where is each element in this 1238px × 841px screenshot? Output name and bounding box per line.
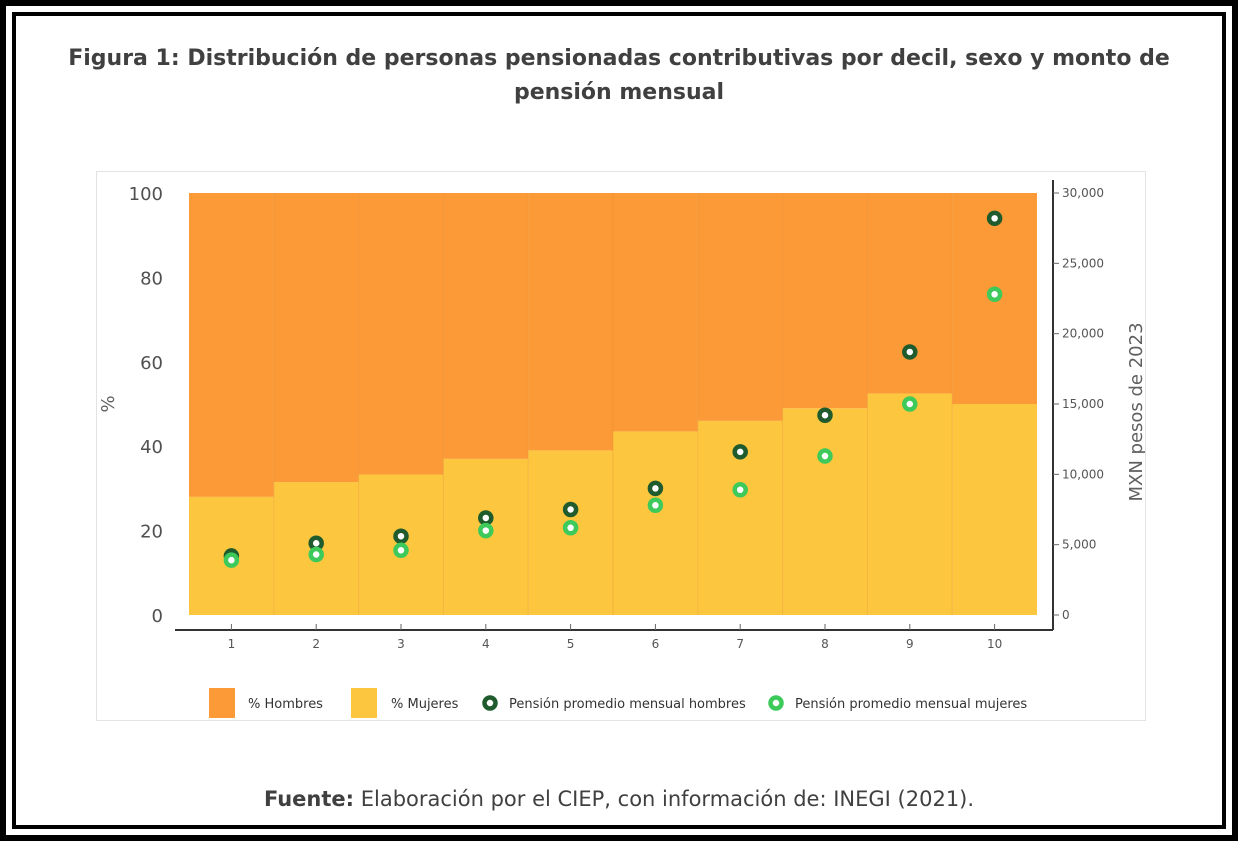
bar-hombres-decil-9 [867,193,953,394]
point-pension-hombres-decil-10 [986,210,1003,227]
point-pension-mujeres-decil-7 [732,482,748,498]
right-axis-tick-label: 30,000 [1062,186,1104,200]
point-pension-hombres-decil-8 [817,407,833,424]
x-axis-tick-label: 1 [228,637,236,651]
bar-hombres-decil-3 [358,193,444,475]
point-pension-mujeres-decil-2 [308,546,324,563]
right-axis-tick-label: 0 [1062,608,1070,622]
point-pension-mujeres-decil-9 [902,396,918,412]
point-pension-hombres-decil-7 [732,444,748,460]
x-axis-tick-label: 8 [821,637,829,651]
bar-hombres-decil-5 [528,193,613,451]
point-pension-mujeres-decil-8 [817,448,833,464]
point-pension-mujeres-decil-5 [562,520,579,536]
point-pension-hombres-decil-9 [902,344,918,360]
point-pension-hombres-decil-6 [647,480,664,497]
left-axis-tick-label: 100 [129,184,163,205]
point-pension-mujeres-decil-4 [478,522,494,539]
right-axis-tick-label: 15,000 [1062,397,1104,411]
point-pension-hombres-decil-3 [393,528,409,544]
chart-container: 0 20 40 60 80 100% 1 2 3 4 5 6 7 8 9 10 0 5,000 10,000 15,0… [96,171,1146,721]
bar-hombres-decil-1 [189,193,274,497]
x-axis-tick-label: 5 [567,637,575,651]
right-axis-tick-label: 20,000 [1062,327,1104,341]
figure-title-line-2: pensión mensual [513,80,725,105]
figure-title: Figura 1: Distribución de personas pensi… [0,42,1238,110]
point-pension-hombres-decil-5 [562,501,579,518]
bar-hombres-decil-6 [613,193,698,432]
right-axis-tick-label: 10,000 [1062,467,1104,481]
bar-hombres-decil-8 [782,193,868,409]
x-axis-tick-label: 3 [397,637,405,651]
left-axis-label: % [98,395,119,412]
point-pension-hombres-decil-4 [478,510,494,526]
source-label: Fuente: [263,787,355,811]
legend-swatch-1 [209,688,235,718]
x-axis-tick-label: 7 [736,637,744,651]
legend-marker-3 [482,695,498,711]
point-pension-mujeres-decil-3 [393,542,409,559]
right-axis-tick-label: 25,000 [1062,256,1104,270]
x-axis-tick-label: 2 [312,637,320,651]
left-axis-tick-label: 20 [140,522,163,543]
bar-hombres-decil-4 [443,193,529,459]
x-axis-tick-label: 9 [906,637,914,651]
point-pension-mujeres-decil-1 [223,552,240,568]
point-pension-mujeres-decil-6 [647,497,664,514]
legend-swatch-2 [351,688,377,718]
right-axis-tick-label: 5,000 [1062,538,1096,552]
legend-label-1: % Hombres [248,697,323,712]
bar-hombres-decil-7 [697,193,783,421]
bar-mujeres-decil-9 [867,393,953,615]
point-pension-mujeres-decil-10 [986,286,1003,303]
figure-source: Fuente: Elaboración por el CIEP, con inf… [0,787,1238,811]
bar-hombres-decil-2 [273,193,359,483]
legend-marker-4 [768,695,784,711]
left-axis-tick-label: 80 [140,268,163,289]
bar-mujeres-decil-10 [952,404,1037,615]
right-axis-label: MXN pesos de 2023 [1126,322,1145,501]
figure-title-line-1: Figura 1: Distribución de personas pensi… [68,46,1170,71]
x-axis-tick-label: 6 [652,637,660,651]
legend-label-2: % Mujeres [391,697,459,712]
left-axis-tick-label: 0 [152,606,163,627]
left-axis-tick-label: 40 [140,437,163,458]
bar-mujeres-decil-8 [782,408,868,615]
x-axis-tick-label: 10 [987,637,1002,651]
bar-mujeres-decil-6 [613,431,698,615]
legend-label-3: Pensión promedio mensual hombres [509,697,746,712]
x-axis-tick-label: 4 [482,637,490,651]
source-text: Elaboración por el CIEP, con información… [354,787,975,811]
legend-label-4: Pensión promedio mensual mujeres [795,697,1027,712]
left-axis-tick-label: 60 [140,353,163,374]
